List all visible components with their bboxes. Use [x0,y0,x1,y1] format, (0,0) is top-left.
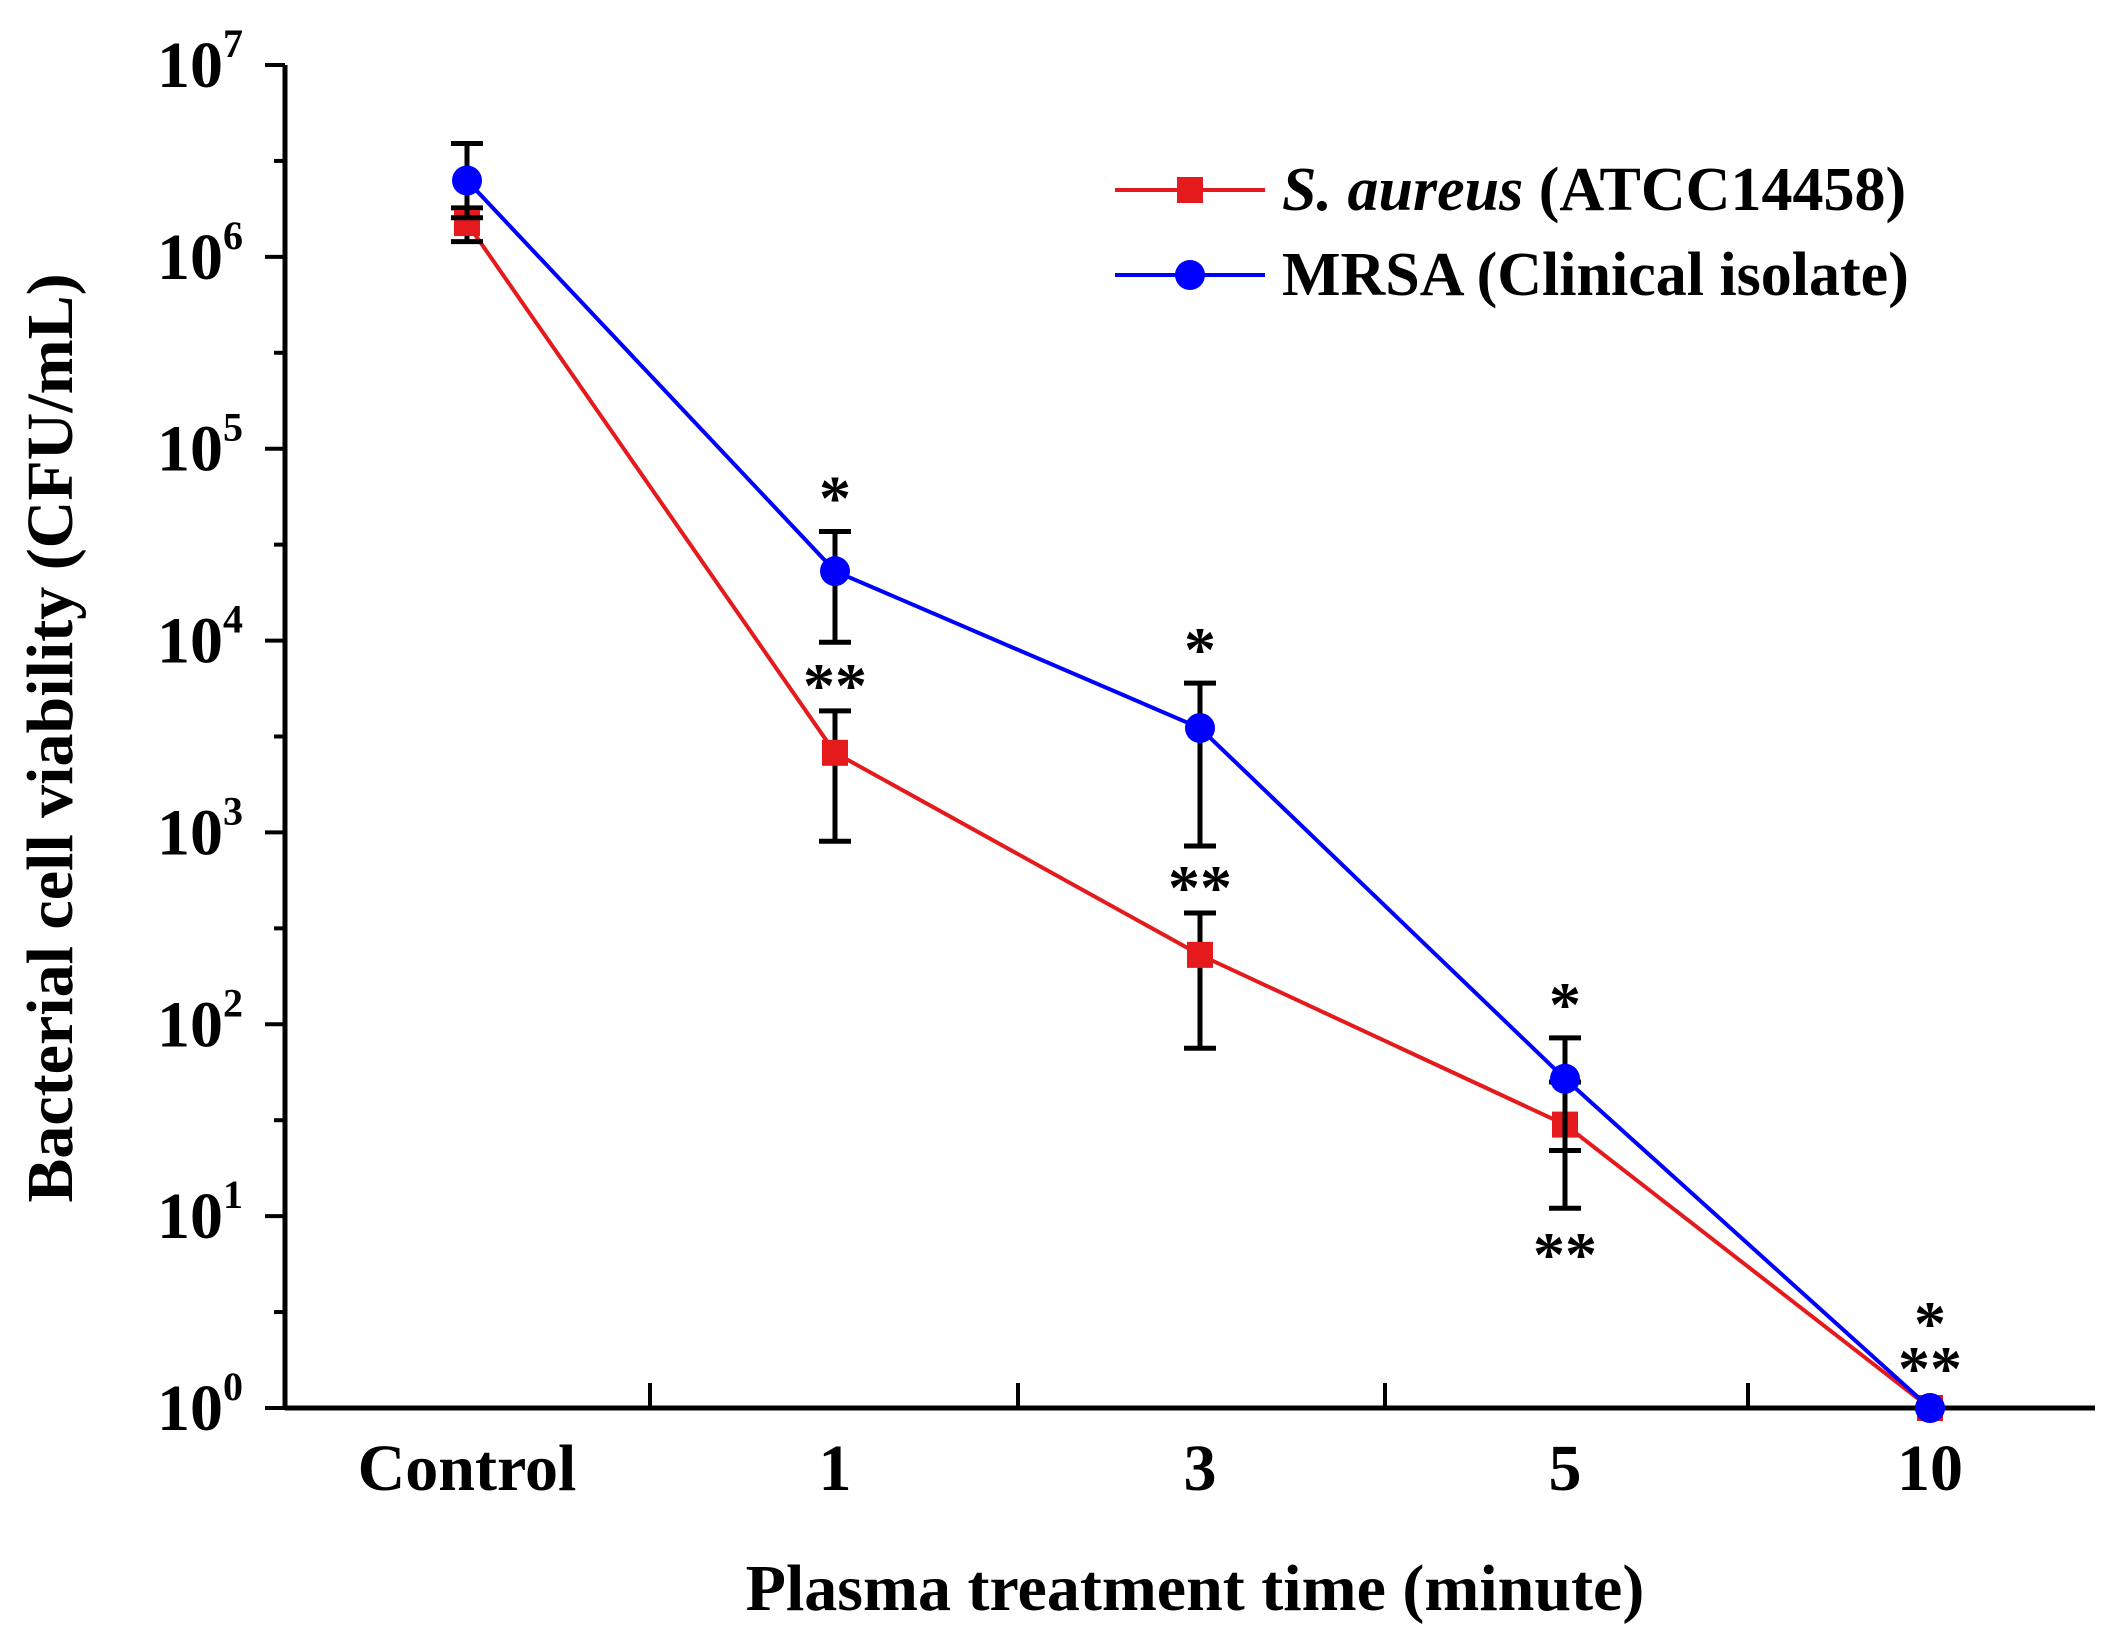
x-tick-label: Control [358,1432,577,1505]
significance-marker: ** [1168,852,1232,923]
data-point-square [1187,941,1213,968]
data-point-circle [1185,713,1215,744]
legend-label-text: MRSA (Clinical isolate) [1282,241,1909,309]
significance-marker: * [819,463,851,534]
y-tick-base: 10 [157,29,223,102]
x-tick-label: 10 [1897,1432,1963,1505]
y-tick-exponent: 4 [223,597,243,642]
significance-marker: * [1184,614,1216,685]
x-tick-label: 1 [819,1432,852,1505]
y-axis-title: Bacterial cell viability (CFU/mL) [14,273,87,1202]
x-axis-title: Plasma treatment time (minute) [746,1552,1645,1625]
data-point-circle [1550,1063,1580,1094]
y-tick-base: 10 [157,221,223,294]
significance-marker: * [1914,1288,1946,1359]
legend-marker-circle [1175,260,1205,290]
significance-marker: ** [1898,1333,1962,1404]
y-tick-exponent: 5 [223,405,243,450]
series-layer: ************ [451,140,1962,1423]
significance-marker: * [1549,969,1581,1040]
legend-label: MRSA (Clinical isolate) [1282,241,1909,309]
y-tick-exponent: 6 [223,213,243,258]
y-tick-base: 10 [157,1372,223,1445]
legend: S. aureus (ATCC14458) MRSA (Clinical isol… [1115,156,1909,309]
y-tick-label: 100 [157,1364,243,1445]
y-tick-label: 101 [157,1172,243,1253]
data-point-circle [452,165,482,196]
x-ticks: Control 1 3 5 10 [358,1383,1963,1505]
legend-label: S. aureus (ATCC14458) [1282,156,1906,224]
y-tick-exponent: 0 [223,1364,243,1409]
y-tick-exponent: 3 [223,788,243,833]
y-tick-exponent: 1 [223,1172,243,1217]
series-mrsa: **** [451,140,1946,1423]
data-point-circle [820,556,850,587]
y-tick-label: 107 [157,21,243,102]
y-tick-exponent: 7 [223,21,243,66]
y-tick-base: 10 [157,413,223,486]
significance-marker: ** [1533,1219,1597,1290]
y-tick-label: 105 [157,405,243,486]
legend-label-text: (ATCC14458) [1523,156,1906,224]
data-point-square [822,739,848,766]
significance-marker: ** [803,650,867,721]
y-tick-exponent: 2 [223,980,243,1025]
x-tick-label: 5 [1549,1432,1582,1505]
y-tick-label: 102 [157,980,243,1061]
legend-species-italic: S. aureus [1282,156,1523,224]
y-tick-base: 10 [157,1180,223,1253]
series-s-aureus: ******** [451,205,1962,1421]
y-tick-base: 10 [157,605,223,678]
x-tick-label: 3 [1184,1432,1217,1505]
y-tick-base: 10 [157,796,223,869]
legend-marker-square [1177,177,1203,203]
y-tick-base: 10 [157,988,223,1061]
y-tick-label: 106 [157,213,243,294]
data-point-circle [1915,1393,1945,1423]
y-tick-label: 103 [157,788,243,869]
y-tick-label: 104 [157,597,243,678]
